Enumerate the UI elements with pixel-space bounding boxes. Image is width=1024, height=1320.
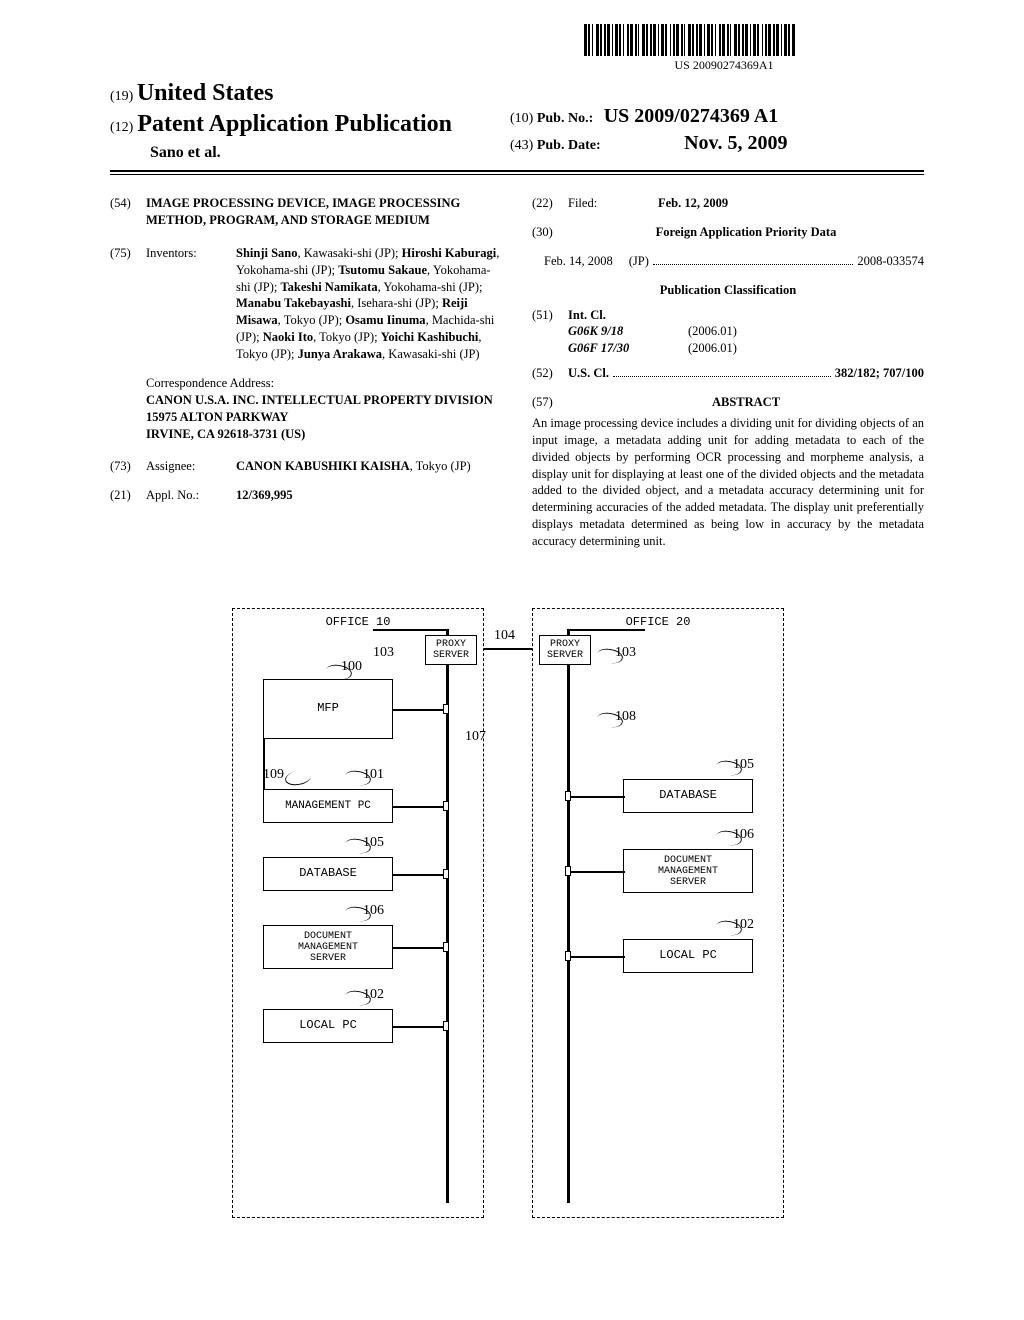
office-20-title: OFFICE 20	[626, 615, 691, 629]
stub-icon	[443, 801, 449, 811]
intcl-1-ver: (2006.01)	[688, 323, 737, 340]
conn	[373, 629, 448, 631]
pub-no: US 2009/0274369 A1	[604, 105, 778, 127]
stub-icon	[565, 866, 571, 876]
stub-icon	[443, 704, 449, 714]
intcl-1-code: G06K 9/18	[568, 323, 688, 340]
abstract-text: An image processing device includes a di…	[532, 415, 924, 550]
conn	[570, 956, 625, 958]
code-52: (52)	[532, 365, 568, 382]
abstract-heading: ABSTRACT	[568, 394, 924, 411]
invention-title: IMAGE PROCESSING DEVICE, IMAGE PROCESSIN…	[146, 195, 502, 229]
curve-icon	[284, 769, 312, 787]
code-43: (43)	[510, 138, 533, 153]
stub-icon	[443, 1021, 449, 1031]
uscl-value: 382/182; 707/100	[835, 365, 924, 382]
ref-109: 109	[263, 767, 284, 783]
figure-diagram: 104 OFFICE 10 PROXYSERVER 103 MFP 100 10…	[232, 608, 792, 1228]
code-54: (54)	[110, 195, 146, 229]
uscl-label: U.S. Cl.	[568, 365, 609, 382]
uscl-val-text: 382/182; 707/100	[835, 366, 924, 380]
stub-icon	[443, 869, 449, 879]
country: United States	[137, 80, 274, 106]
conn	[263, 739, 265, 789]
conn	[570, 796, 625, 798]
pub-date: Nov. 5, 2009	[684, 132, 787, 154]
inventors-label: Inventors:	[146, 245, 236, 363]
proxy-server-left: PROXYSERVER	[425, 635, 477, 665]
pub-date-label: Pub. Date:	[537, 138, 601, 153]
assignee-label: Assignee:	[146, 458, 236, 475]
code-19: (19)	[110, 89, 133, 104]
pub-no-label: Pub. No.:	[537, 111, 593, 126]
conn	[393, 874, 448, 876]
pub-type: Patent Application Publication	[137, 111, 452, 137]
lan-bus-left	[446, 629, 449, 1203]
foreign-heading: Foreign Application Priority Data	[568, 224, 924, 241]
dotfill-icon	[653, 256, 853, 265]
intcl-label: Int. Cl.	[568, 307, 924, 324]
appl-no: 12/369,995	[236, 487, 502, 504]
pub-class-heading: Publication Classification	[532, 282, 924, 299]
divider-thin	[110, 174, 924, 175]
stub-icon	[565, 951, 571, 961]
code-12: (12)	[110, 120, 133, 135]
internet-link-line	[484, 648, 532, 650]
inventors-list: Shinji Sano, Kawasaki-shi (JP); Hiroshi …	[236, 245, 502, 363]
office-10-box: OFFICE 10 PROXYSERVER 103 MFP 100 107 10…	[232, 608, 484, 1218]
ref-104: 104	[494, 628, 515, 644]
barcode-text: US 20090274369A1	[584, 58, 864, 73]
intcl-2-code: G06F 17/30	[568, 340, 688, 357]
mfp-node: MFP	[263, 679, 393, 739]
correspondence-label: Correspondence Address:	[146, 375, 502, 392]
stub-icon	[443, 942, 449, 952]
dms-left: DOCUMENTMANAGEMENTSERVER	[263, 925, 393, 969]
ref-107: 107	[465, 729, 486, 745]
intcl-2-ver: (2006.01)	[688, 340, 737, 357]
database-right: DATABASE	[623, 779, 753, 813]
correspondence-body: CANON U.S.A. INC. INTELLECTUAL PROPERTY …	[146, 392, 502, 443]
right-column: (22) Filed: Feb. 12, 2009 (30) Foreign A…	[532, 195, 924, 550]
filed-label: Filed:	[568, 195, 658, 212]
code-75: (75)	[110, 245, 146, 363]
left-column: (54) IMAGE PROCESSING DEVICE, IMAGE PROC…	[110, 195, 502, 550]
barcode-block: US 20090274369A1	[584, 24, 864, 73]
dotfill-icon-2	[613, 368, 831, 377]
dms-right: DOCUMENTMANAGEMENTSERVER	[623, 849, 753, 893]
office-10-title: OFFICE 10	[326, 615, 391, 629]
conn	[393, 1026, 448, 1028]
appl-no-label: Appl. No.:	[146, 487, 236, 504]
code-51: (51)	[532, 307, 568, 358]
office-20-box: OFFICE 20 PROXYSERVER 103 108 105 DATABA…	[532, 608, 784, 1218]
biblio-columns: (54) IMAGE PROCESSING DEVICE, IMAGE PROC…	[110, 195, 924, 550]
code-10: (10)	[510, 111, 533, 126]
stub-icon	[565, 791, 571, 801]
conn	[393, 709, 448, 711]
foreign-date: Feb. 14, 2008	[544, 253, 613, 270]
conn	[393, 947, 448, 949]
database-left: DATABASE	[263, 857, 393, 891]
conn	[570, 629, 645, 631]
foreign-no: 2008-033574	[857, 253, 924, 270]
code-22: (22)	[532, 195, 568, 212]
filed-date: Feb. 12, 2009	[658, 195, 924, 212]
assignee-loc: , Tokyo (JP)	[410, 459, 471, 473]
conn	[570, 871, 625, 873]
code-57: (57)	[532, 394, 568, 411]
divider-thick	[110, 170, 924, 172]
foreign-country: (JP)	[629, 253, 649, 270]
code-21: (21)	[110, 487, 146, 504]
code-30: (30)	[532, 224, 568, 241]
local-pc-right: LOCAL PC	[623, 939, 753, 973]
mgmt-pc-node: MANAGEMENT PC	[263, 789, 393, 823]
assignee-name: CANON KABUSHIKI KAISHA	[236, 459, 410, 473]
code-73: (73)	[110, 458, 146, 475]
proxy-server-right: PROXYSERVER	[539, 635, 591, 665]
lan-bus-right	[567, 629, 570, 1203]
conn	[393, 806, 448, 808]
barcode-icon	[584, 24, 864, 56]
local-pc-left: LOCAL PC	[263, 1009, 393, 1043]
ref-103-l: 103	[373, 645, 394, 661]
header-right: (10) Pub. No.: US 2009/0274369 A1 (43) P…	[510, 105, 787, 155]
